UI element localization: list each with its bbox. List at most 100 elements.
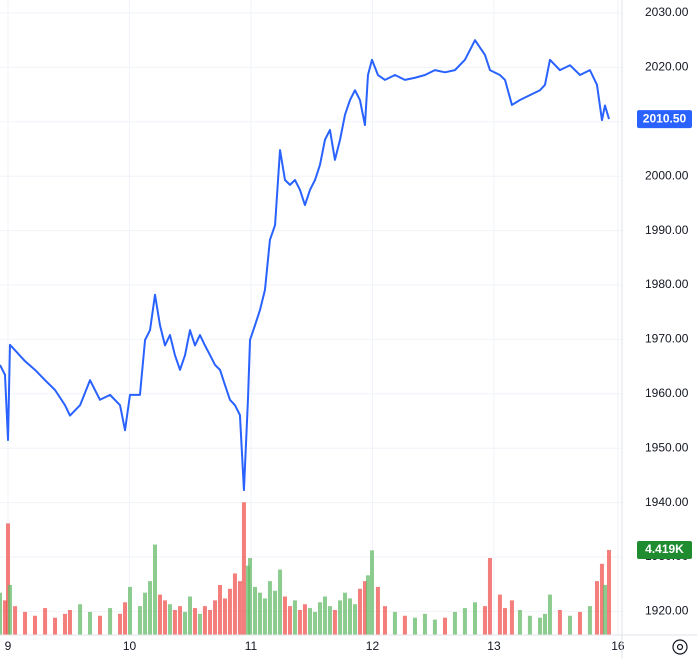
volume-bar bbox=[452, 611, 457, 635]
x-tick-label: 13 bbox=[487, 639, 501, 653]
volume-bar bbox=[357, 588, 362, 635]
y-tick-label: 1940.00 bbox=[645, 495, 689, 509]
volume-bar bbox=[473, 602, 478, 635]
volume-bar bbox=[0, 592, 2, 635]
volume-bar bbox=[202, 606, 207, 635]
volume-bar bbox=[347, 598, 352, 635]
volume-bar bbox=[262, 598, 267, 635]
volume-bar bbox=[167, 604, 172, 635]
price-pane bbox=[0, 39, 610, 492]
volume-bar bbox=[257, 592, 262, 635]
volume-bar bbox=[487, 558, 492, 635]
volume-bar bbox=[402, 615, 407, 635]
volume-bar bbox=[245, 565, 250, 635]
volume-bar bbox=[137, 606, 142, 635]
y-tick-label: 1950.00 bbox=[645, 440, 689, 454]
settings-button[interactable] bbox=[672, 639, 688, 655]
volume-bar bbox=[88, 611, 93, 635]
volume-bar bbox=[527, 615, 532, 635]
volume-bar bbox=[317, 602, 322, 635]
y-tick-label: 1980.00 bbox=[645, 277, 689, 291]
volume-bar bbox=[308, 608, 313, 635]
volume-bar bbox=[422, 613, 427, 635]
volume-bar bbox=[148, 581, 153, 635]
volume-bar bbox=[547, 594, 552, 635]
volume-bar bbox=[123, 602, 128, 635]
volume-bar bbox=[53, 617, 58, 635]
volume-bar bbox=[13, 606, 18, 635]
gear-outline bbox=[672, 639, 688, 655]
badge bbox=[637, 110, 692, 129]
volume-bar bbox=[283, 596, 288, 635]
volume-bar bbox=[278, 569, 283, 635]
volume-bar bbox=[343, 592, 348, 635]
volume-bar bbox=[292, 600, 297, 635]
badge bbox=[637, 540, 692, 559]
volume-bar bbox=[587, 606, 592, 635]
volume-bar bbox=[227, 588, 232, 635]
volume-bar bbox=[313, 611, 318, 635]
x-tick-label: 10 bbox=[123, 639, 137, 653]
volume-bar bbox=[432, 619, 437, 635]
y-tick-label: 1920.00 bbox=[645, 604, 689, 618]
volume-bar bbox=[67, 609, 72, 635]
volume-bar bbox=[352, 604, 357, 635]
volume-bar bbox=[382, 606, 387, 635]
volume-bar bbox=[208, 609, 213, 635]
y-tick-label: 1960.00 bbox=[645, 386, 689, 400]
volume-bar bbox=[607, 549, 612, 635]
volume-bar bbox=[412, 617, 417, 635]
y-tick-label: 2030.00 bbox=[645, 5, 689, 19]
volume-bar bbox=[338, 600, 343, 635]
volume-bar bbox=[462, 608, 467, 635]
x-tick-label: 12 bbox=[366, 639, 380, 653]
volume-bar bbox=[2, 600, 7, 635]
volume-bar bbox=[108, 608, 113, 635]
volume-bar bbox=[442, 617, 447, 635]
volume-bar bbox=[237, 581, 242, 635]
volume-bar bbox=[577, 611, 582, 635]
x-tick-label: 11 bbox=[245, 639, 258, 653]
volume-bar bbox=[568, 615, 573, 635]
x-tick-label: 9 bbox=[5, 639, 12, 653]
volume-bar bbox=[369, 550, 374, 635]
volume-bar bbox=[218, 584, 223, 635]
volume-bar bbox=[43, 608, 48, 635]
volume-bar bbox=[183, 611, 188, 635]
volume-bar bbox=[362, 581, 367, 635]
badge-label: 2010.50 bbox=[643, 111, 687, 125]
volume-bar bbox=[497, 594, 502, 635]
volume-bar bbox=[332, 609, 337, 635]
volume-bar bbox=[375, 586, 380, 635]
x-tick-label: 16 bbox=[611, 639, 625, 653]
badge-label: 4.419K bbox=[645, 542, 684, 556]
volume-bar bbox=[118, 613, 123, 635]
volume-bar bbox=[23, 611, 28, 635]
volume-bar bbox=[241, 502, 246, 635]
volume-bar bbox=[232, 573, 237, 635]
volume-bar bbox=[213, 600, 218, 635]
volume-bar bbox=[127, 586, 132, 635]
y-tick-label: 1990.00 bbox=[645, 223, 689, 237]
volume-bar bbox=[162, 600, 167, 635]
volume-bar bbox=[252, 586, 257, 635]
volume-bar bbox=[178, 606, 183, 635]
volume-bar bbox=[599, 563, 604, 635]
volume-bar bbox=[602, 584, 607, 635]
volume-bar bbox=[297, 609, 302, 635]
volume-bar bbox=[503, 608, 508, 635]
volume-bar bbox=[197, 613, 202, 635]
volume-bar bbox=[392, 611, 397, 635]
volume-bar bbox=[482, 606, 487, 635]
volume-bar bbox=[327, 606, 332, 635]
volume-bar bbox=[557, 609, 562, 635]
volume-bar bbox=[248, 558, 253, 635]
volume-bar bbox=[32, 615, 37, 635]
volume-bar bbox=[542, 613, 547, 635]
volume-bar bbox=[222, 598, 227, 635]
volume-bar bbox=[509, 600, 514, 635]
volume-bar bbox=[302, 604, 307, 635]
